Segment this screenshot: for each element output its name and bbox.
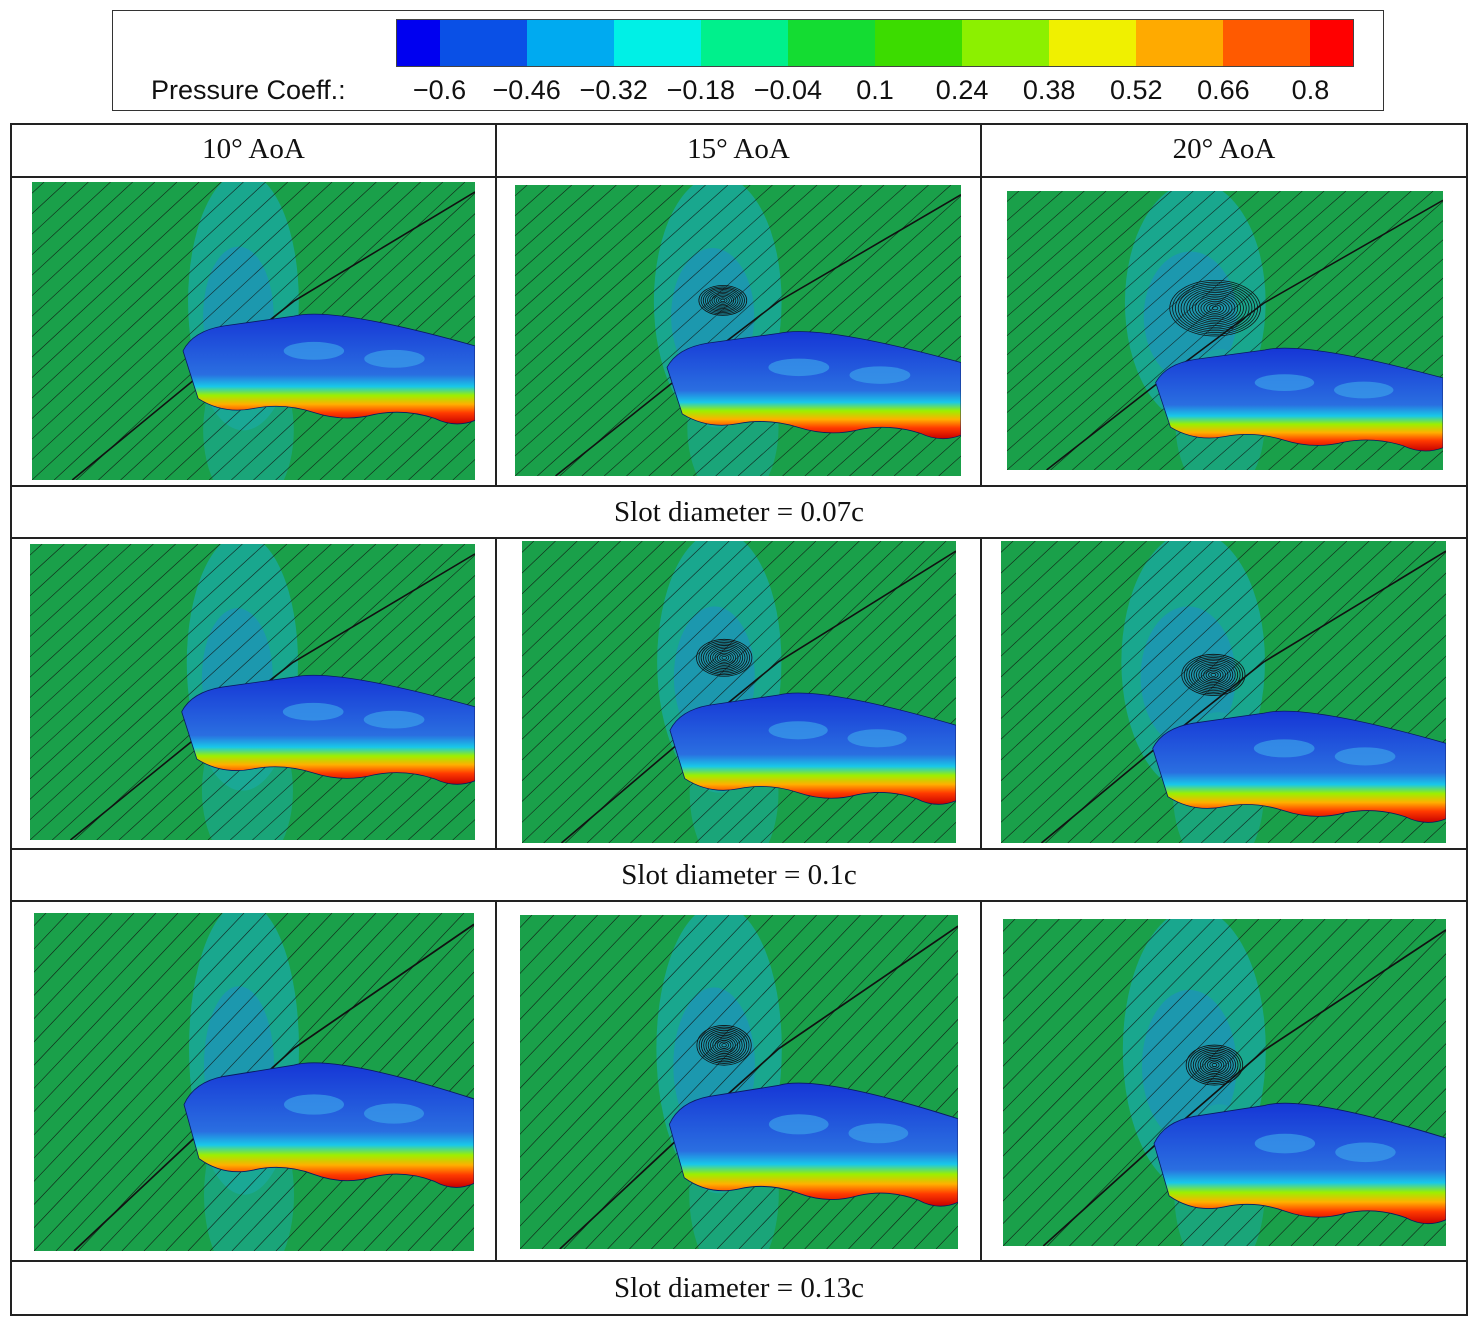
slot-label-0-07c: Slot diameter = 0.07c <box>614 495 864 528</box>
wing-surface <box>1153 1102 1446 1225</box>
flow-field <box>520 915 958 1249</box>
flow-field <box>30 544 475 840</box>
wing-surface <box>1155 347 1443 452</box>
flow-field <box>1007 191 1443 470</box>
cfd-panel <box>1003 919 1446 1246</box>
colorbar-swatch <box>961 20 1049 66</box>
shear-layer-streamline <box>1040 550 1446 843</box>
flow-field <box>522 541 956 843</box>
vortex-core <box>696 638 753 677</box>
colorbar-tick-label: 0.52 <box>1109 75 1163 105</box>
colorbar-tick-label: 0.8 <box>1291 75 1330 105</box>
colorbar-swatch <box>614 20 702 66</box>
streamlines <box>34 913 474 1251</box>
pressure-coefficient-legend: Pressure Coeff.: −0.6 −0.46 −0.32 −0.18 −0.0… <box>112 10 1384 111</box>
shear-layer-streamline <box>1046 199 1443 470</box>
colorbar-swatch <box>1222 20 1310 66</box>
streamlines <box>522 541 956 843</box>
cfd-panel <box>520 915 958 1249</box>
shear-layer-streamline <box>1042 929 1446 1246</box>
colorbar-tick-label: 0.66 <box>1197 75 1250 105</box>
slot-label-0-13c: Slot diameter = 0.13c <box>614 1271 864 1304</box>
colorbar-swatch <box>397 20 441 66</box>
cfd-panel <box>515 185 961 476</box>
vortex-core <box>696 1024 752 1066</box>
wing-surface <box>182 313 475 425</box>
colorbar-tick-label: 0.38 <box>1022 75 1076 105</box>
colorbar-swatch <box>788 20 875 66</box>
colorbar-swatch <box>874 20 962 66</box>
wing-surface <box>183 1062 474 1188</box>
wing-surface <box>669 692 956 805</box>
colorbar-tick-label: 0.24 <box>935 75 989 105</box>
column-header-15-aoa: 15° AoA <box>687 133 790 165</box>
cfd-panel <box>522 541 956 843</box>
colorbar-tick-label: 0.1 <box>856 75 894 105</box>
cfd-panel <box>32 182 475 480</box>
colorbar-swatch <box>1048 20 1136 66</box>
colorbar-swatch <box>440 20 528 66</box>
vortex-core <box>1169 279 1261 337</box>
figure-grid: 10° AoA 15° AoA 20° AoA Slot diameter = … <box>10 123 1468 1316</box>
colorbar <box>396 19 1354 67</box>
flow-field <box>1001 541 1446 843</box>
colorbar-tick-label: −0.04 <box>753 75 823 105</box>
colorbar-swatch <box>1135 20 1223 66</box>
vortex-core <box>1181 653 1246 696</box>
colorbar-swatch <box>527 20 615 66</box>
flow-field <box>34 913 474 1251</box>
colorbar-tick-label: −0.32 <box>579 75 648 105</box>
wing-surface <box>666 331 961 440</box>
colorbar-tick-label: −0.46 <box>492 75 561 105</box>
colorbar-swatch <box>1309 20 1353 66</box>
cfd-panel <box>30 544 475 840</box>
vortex-core <box>1185 1044 1244 1086</box>
flow-field <box>32 182 475 480</box>
colorbar-swatch <box>701 20 789 66</box>
flow-field <box>1003 919 1446 1246</box>
legend-title: Pressure Coeff.: <box>151 75 346 105</box>
vortex-core <box>698 285 748 316</box>
wing-surface <box>1152 710 1446 823</box>
cfd-panel <box>1001 541 1446 843</box>
cfd-panel <box>1007 191 1443 470</box>
column-header-20-aoa: 20° AoA <box>1172 133 1276 165</box>
cfd-panel <box>34 913 474 1251</box>
flow-field <box>515 185 961 476</box>
wing-surface <box>181 674 475 785</box>
colorbar-tick-label: −0.6 <box>412 75 467 105</box>
wing-surface <box>668 1082 958 1207</box>
slot-label-0-1c: Slot diameter = 0.1c <box>621 858 857 891</box>
colorbar-tick-label: −0.18 <box>666 75 735 105</box>
column-header-10-aoa: 10° AoA <box>202 133 305 165</box>
